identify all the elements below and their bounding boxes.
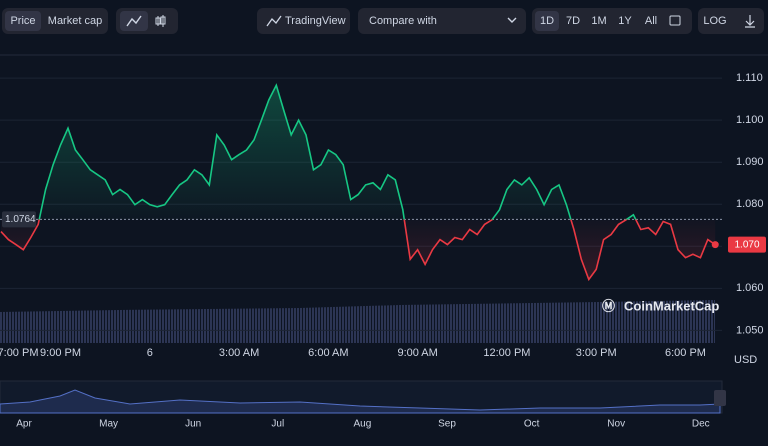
y-tick-label: 1.050 <box>736 324 764 336</box>
volume-bars <box>0 300 715 343</box>
x-tick-label: 7:00 PM <box>0 347 38 359</box>
tradingview-label[interactable]: TradingView <box>285 15 346 27</box>
price-line <box>0 83 716 282</box>
y-unit: USD <box>734 354 757 366</box>
price-tag <box>728 236 766 253</box>
x-tick-label: 6:00 PM <box>665 347 706 359</box>
watermark-icon: Ⓜ <box>602 298 615 313</box>
x-tick-label: 12:00 PM <box>483 347 530 359</box>
candle-icon[interactable] <box>155 15 166 27</box>
baseline-label: 1.0764 <box>5 214 36 225</box>
chevron <box>507 17 517 23</box>
navigator-month: May <box>99 419 118 430</box>
range-button[interactable]: 7D <box>566 15 580 27</box>
compare-label[interactable]: Compare with <box>369 15 437 27</box>
tv-icon <box>266 15 282 27</box>
navigator-month: Nov <box>607 419 625 430</box>
x-tick-label: 3:00 PM <box>576 347 617 359</box>
baseline-tag <box>2 211 36 228</box>
price-tag-label: 1.070 <box>734 239 759 250</box>
range-button[interactable]: 1M <box>591 15 606 27</box>
x-tick-label: 9:00 PM <box>40 347 81 359</box>
calendar-icon[interactable] <box>669 15 681 26</box>
watermark: CoinMarketCap <box>624 298 719 313</box>
navigator-month: Aug <box>354 419 372 430</box>
range-button[interactable]: 1D <box>540 15 554 27</box>
navigator-month: Jun <box>185 419 201 430</box>
range-button[interactable]: All <box>645 15 657 27</box>
last-point <box>711 241 719 249</box>
tab-active[interactable] <box>5 11 41 31</box>
x-tick-label: 6:00 AM <box>308 347 348 359</box>
x-tick-label: 9:00 AM <box>397 347 437 359</box>
x-tick-label: 3:00 AM <box>219 347 259 359</box>
range-button[interactable]: 1Y <box>618 15 632 27</box>
y-tick-label: 1.090 <box>736 156 764 168</box>
navigator-month: Dec <box>692 419 710 430</box>
compare-dropdown[interactable] <box>358 8 526 34</box>
navigator-handle[interactable] <box>714 390 726 406</box>
navigator-month: Sep <box>438 419 456 430</box>
y-tick-label: 1.110 <box>736 72 763 84</box>
range-group <box>532 8 692 34</box>
log-button[interactable]: LOG <box>703 15 726 27</box>
tradingview-button[interactable] <box>257 8 350 34</box>
tab[interactable]: Price <box>10 15 35 27</box>
line-icon <box>126 15 142 27</box>
y-tick-label: 1.100 <box>736 114 764 126</box>
range-active[interactable] <box>535 11 559 31</box>
navigator-month: Oct <box>524 419 540 430</box>
navigator-month: Jul <box>271 419 284 430</box>
tab[interactable]: Market cap <box>48 15 102 27</box>
download-icon[interactable] <box>745 15 755 28</box>
x-tick-label: 6 <box>147 347 153 359</box>
navigator-month: Apr <box>16 419 32 430</box>
y-tick-label: 1.060 <box>736 282 764 294</box>
y-tick-label: 1.080 <box>736 198 764 210</box>
